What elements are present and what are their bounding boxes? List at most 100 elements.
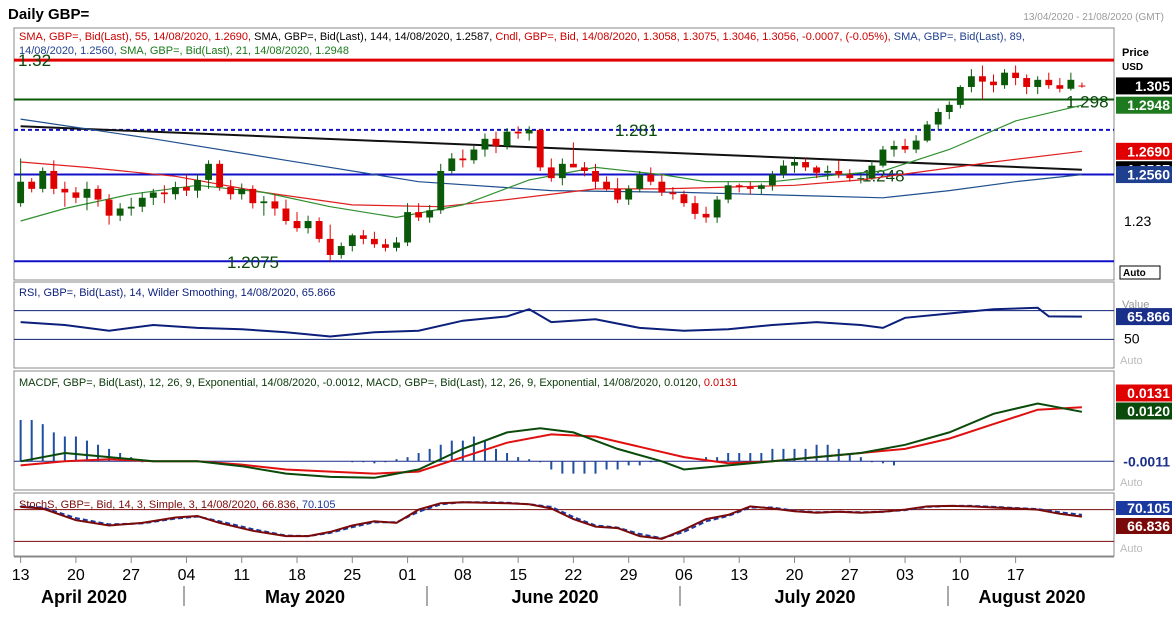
macd-histogram-bar xyxy=(63,436,66,462)
candle-body xyxy=(127,206,135,209)
candle-body xyxy=(293,221,301,229)
candle-body xyxy=(194,179,201,191)
macd-histogram-bar xyxy=(738,453,741,462)
panel-price-frame xyxy=(13,27,1115,281)
candle-body xyxy=(680,194,688,204)
candle-body xyxy=(780,165,787,175)
macd-histogram-bar xyxy=(848,453,851,462)
candle-body xyxy=(415,212,423,218)
stoch-tag: 66.836 xyxy=(1127,518,1170,534)
candle-body xyxy=(359,235,367,239)
legend-entry: SMA, GBP=, Bid(Last), 144, 14/08/2020, 1… xyxy=(251,31,492,43)
macd-histogram-bar xyxy=(373,461,376,464)
candle-body xyxy=(603,181,610,189)
candle-body xyxy=(592,170,599,182)
price-tag: 1.2690 xyxy=(1127,143,1170,159)
macd-histogram-bar xyxy=(705,457,708,462)
macd-histogram-bar xyxy=(594,461,597,474)
macd-histogram-bar xyxy=(506,453,509,462)
candle-body xyxy=(348,235,356,247)
candle-body xyxy=(382,244,389,248)
macd-histogram-bar xyxy=(362,461,365,463)
x-tick-label: 25 xyxy=(343,567,361,584)
macd-histogram-bar xyxy=(428,448,431,462)
candle-body xyxy=(835,170,843,175)
price-tag-bg xyxy=(1116,142,1172,160)
candle-body xyxy=(238,188,246,195)
macd-histogram-bar xyxy=(638,461,641,466)
x-tick-label: 08 xyxy=(454,567,472,584)
legend-entry: MACDF, GBP=, Bid(Last), 12, 26, 9, Expon… xyxy=(19,377,363,389)
macd-histogram-bar xyxy=(760,453,763,462)
candle-body xyxy=(138,197,146,207)
candle-body xyxy=(724,185,732,200)
x-tick-label: 11 xyxy=(233,567,250,584)
legend-line: 14/08/2020, 1.2560, SMA, GBP=, Bid(Last)… xyxy=(19,45,349,57)
candle-body xyxy=(260,201,268,204)
candle-body xyxy=(83,188,91,198)
macd-histogram-bar xyxy=(85,440,88,462)
legend-entry: 14/08/2020, 1.2560, xyxy=(19,45,117,57)
macd-histogram-bar xyxy=(649,461,652,463)
candle-body xyxy=(625,188,633,200)
candle-body xyxy=(28,181,36,189)
macd-histogram-bar xyxy=(727,453,730,462)
candle-body xyxy=(481,138,489,150)
rsi-axis-50: 50 xyxy=(1124,330,1140,346)
candle-body xyxy=(813,167,821,173)
axis-unit-header: USD xyxy=(1122,62,1143,73)
candle-body xyxy=(503,131,511,146)
chart-title: Daily GBP= xyxy=(8,6,90,23)
candle-body xyxy=(979,76,986,82)
candle-body xyxy=(636,174,644,189)
month-label: April 2020 xyxy=(41,587,127,607)
candle-body xyxy=(702,213,710,218)
month-label: July 2020 xyxy=(774,587,855,607)
candle-body xyxy=(868,165,876,179)
candle-body xyxy=(426,210,434,218)
macd-tag: 0.0120 xyxy=(1127,403,1170,419)
macd-histogram-bar xyxy=(74,436,77,462)
candle-body xyxy=(713,199,721,218)
annotation-label: 1.248 xyxy=(862,167,905,186)
macd-line xyxy=(20,402,1083,479)
candle-body xyxy=(1034,79,1042,87)
annotation-label: 1.32 xyxy=(18,51,51,70)
candle-body xyxy=(17,181,25,204)
candle-body xyxy=(315,221,323,239)
stoch-tag-bg xyxy=(1116,501,1172,515)
month-label: May 2020 xyxy=(265,587,345,607)
candle-body xyxy=(934,112,942,125)
macd-histogram-bar xyxy=(804,448,807,462)
stoch-tag-bg xyxy=(1116,518,1172,534)
candle-body xyxy=(72,192,80,198)
moving-average-line xyxy=(20,125,1082,171)
candle-body xyxy=(514,131,522,134)
candle-body xyxy=(1023,78,1031,87)
macd-histogram-bar xyxy=(97,444,100,462)
moving-average-line xyxy=(20,150,1082,208)
legend-line: MACDF, GBP=, Bid(Last), 12, 26, 9, Expon… xyxy=(19,377,738,389)
candle-body xyxy=(614,188,622,200)
candle-body xyxy=(39,170,47,189)
macd-tag: 0.0131 xyxy=(1127,385,1170,401)
macd-histogram-bar xyxy=(30,420,33,462)
candle-body xyxy=(116,208,124,216)
macd-histogram-bar xyxy=(749,453,752,462)
macd-auto: Auto xyxy=(1120,477,1143,489)
candle-body xyxy=(746,187,754,189)
legend-entry: StochS, GBP=, Bid, 14, 3, Simple, 3, 14/… xyxy=(19,499,299,511)
candle-body xyxy=(183,187,190,191)
macd-histogram-bar xyxy=(561,461,564,474)
macd-histogram-bar xyxy=(417,453,420,462)
candle-body xyxy=(581,167,588,171)
panel-stoch-frame xyxy=(13,492,1115,557)
macd-tag-bg xyxy=(1116,402,1172,420)
macd-histogram-bar xyxy=(605,461,608,470)
legend-entry: 0.0131 xyxy=(701,377,738,389)
candle-body xyxy=(337,246,345,255)
price-tag: 1.305 xyxy=(1135,78,1170,94)
candle-body xyxy=(791,162,798,166)
macd-histogram-bar xyxy=(19,420,22,462)
